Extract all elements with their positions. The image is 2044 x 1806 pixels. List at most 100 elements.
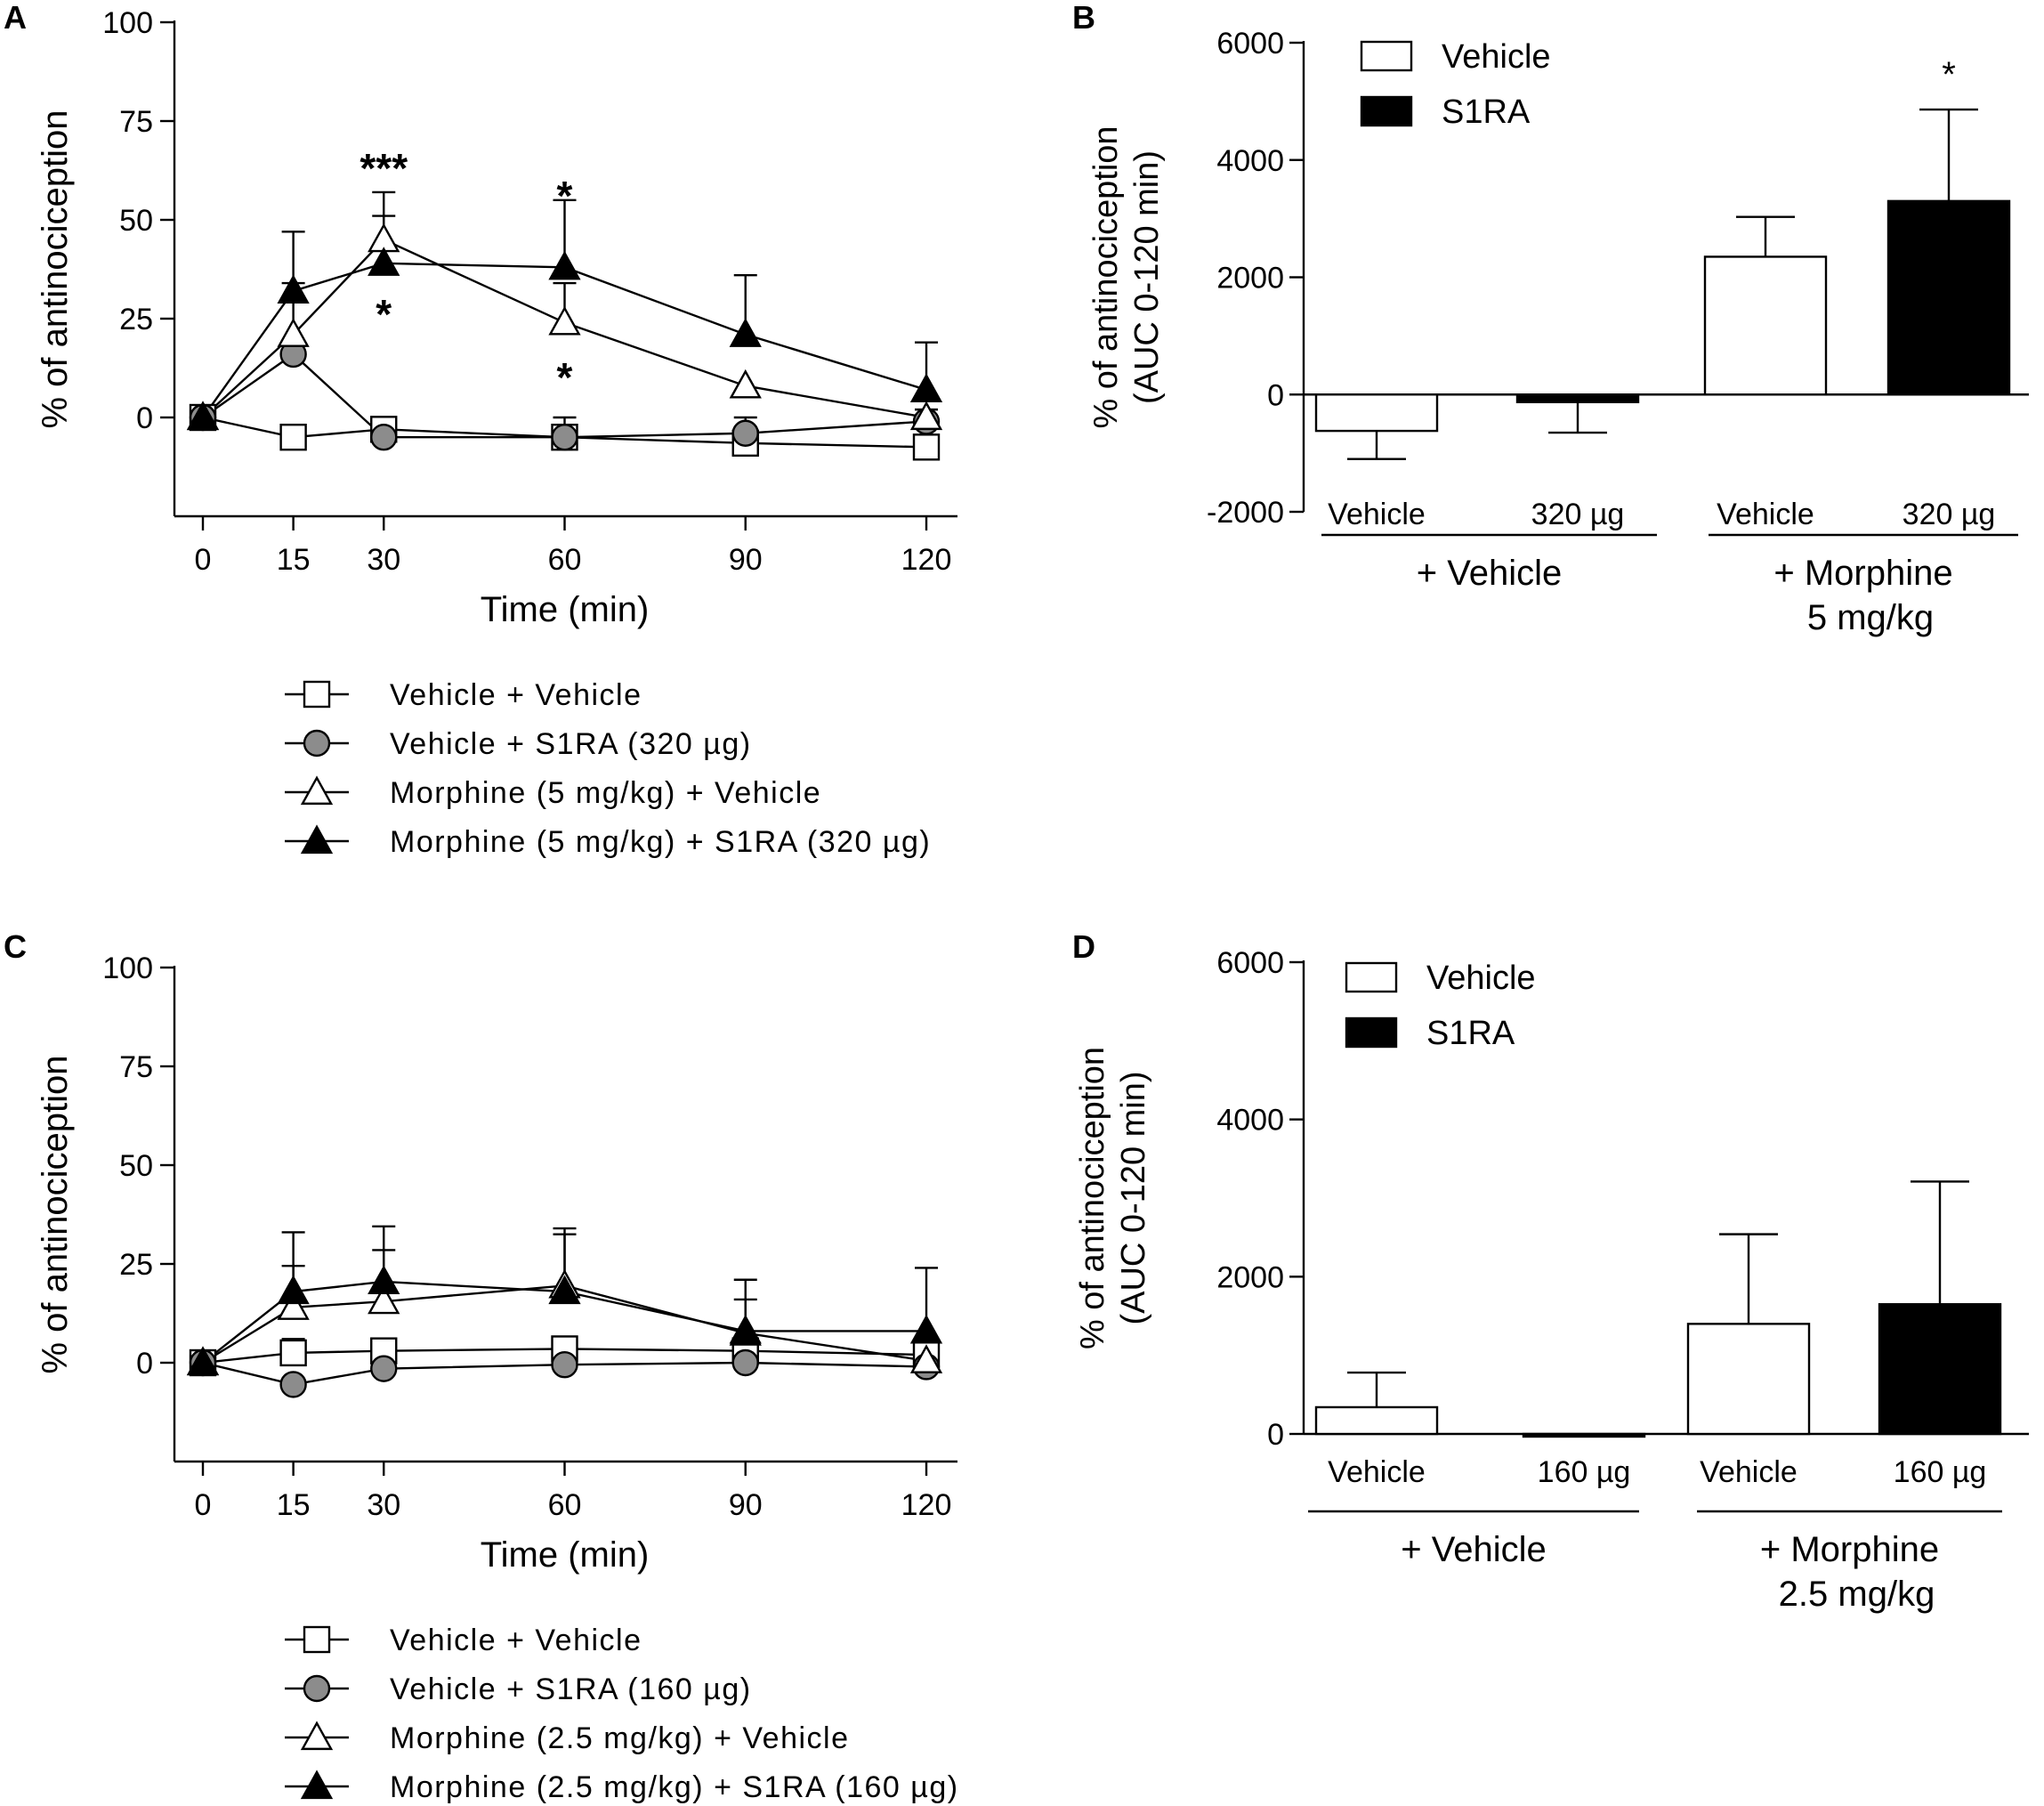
significance-mark: *** xyxy=(360,145,408,191)
x-tick-label: 30 xyxy=(367,1488,400,1522)
marker-circle xyxy=(551,424,578,451)
y-tick-label: 25 xyxy=(119,303,153,336)
x-tick-label: 30 xyxy=(367,543,400,577)
marker-circle xyxy=(551,1351,578,1379)
bar-label: Vehicle xyxy=(1717,498,1814,531)
legend-label: Morphine (2.5 mg/kg) + Vehicle xyxy=(390,1721,850,1755)
y-tick-label: 0 xyxy=(136,401,153,435)
x-tick-label: 90 xyxy=(729,1488,763,1522)
legend-swatch xyxy=(1345,961,1398,993)
marker-triangle-filled xyxy=(729,318,762,347)
marker-triangle-filled xyxy=(909,373,943,402)
y-tick-label: 0 xyxy=(1267,1418,1284,1452)
line-chart-panel-A: A 0 25 50 75 100 0 15 30 60 90 120 Time (min) % of an… xyxy=(4,0,957,859)
y-axis-title: % of antinociception xyxy=(1087,126,1125,428)
significance-mark: * xyxy=(557,173,573,219)
marker-circle xyxy=(303,729,331,757)
marker-triangle-open xyxy=(548,305,581,336)
marker-circle xyxy=(279,1371,307,1398)
legend: Vehicle S1RA xyxy=(1360,38,1551,131)
x-tick-label: 15 xyxy=(277,543,311,577)
series-line xyxy=(202,238,927,419)
marker-circle xyxy=(370,1355,398,1382)
marker-triangle-filled xyxy=(300,1770,334,1800)
group-label: + Vehicle xyxy=(1401,1530,1546,1569)
marker-triangle-open xyxy=(300,775,334,806)
significance-mark: * xyxy=(1942,55,1956,94)
marker-square xyxy=(912,433,941,461)
legend-label: Vehicle xyxy=(1442,38,1551,76)
x-tick-label: 15 xyxy=(277,1488,311,1522)
legend-label: Vehicle + Vehicle xyxy=(390,678,642,712)
marker-triangle-open xyxy=(909,401,943,431)
y-tick-label: 4000 xyxy=(1216,144,1284,178)
y-tick-label: -2000 xyxy=(1207,496,1284,530)
legend: Vehicle + Vehicle Vehicle + S1RA (160 µg)… xyxy=(285,1624,959,1804)
y-tick-label: 0 xyxy=(1267,378,1284,412)
legend-label: Vehicle + S1RA (320 µg) xyxy=(390,727,752,761)
bar xyxy=(1515,393,1640,404)
legend-swatch xyxy=(1345,1016,1398,1049)
group-label: + Morphine xyxy=(1760,1530,1939,1569)
y-tick-label: 50 xyxy=(119,1149,153,1183)
marker-triangle-open xyxy=(729,368,762,399)
x-tick-label: 0 xyxy=(195,543,212,577)
group-label: 5 mg/kg xyxy=(1807,598,1934,637)
marker-triangle-filled xyxy=(186,1346,220,1376)
x-axis-title: Time (min) xyxy=(481,1535,650,1575)
y-tick-label: 0 xyxy=(136,1347,153,1381)
y-axis-title: % of antinociception xyxy=(36,109,75,428)
legend-label: Morphine (5 mg/kg) + Vehicle xyxy=(390,776,821,810)
bar-chart-panel-B: B -2000 0 2000 4000 6000 % of antinociception(… xyxy=(1072,0,2029,637)
legend-label: Vehicle + Vehicle xyxy=(390,1624,642,1657)
bar-label: 320 µg xyxy=(1531,498,1625,531)
legend: Vehicle + Vehicle Vehicle + S1RA (320 µg)… xyxy=(285,678,930,859)
bar xyxy=(1878,1303,2002,1436)
marker-square xyxy=(279,1339,307,1367)
panel-label: D xyxy=(1072,928,1095,965)
bar-label: 320 µg xyxy=(1903,498,1996,531)
y-tick-label: 50 xyxy=(119,204,153,238)
y-tick-label: 4000 xyxy=(1216,1104,1284,1138)
marker-triangle-filled xyxy=(548,1275,581,1305)
legend-label: S1RA xyxy=(1426,1015,1515,1052)
bar xyxy=(1314,1405,1439,1436)
significance-mark: * xyxy=(376,291,392,337)
marker-triangle-filled xyxy=(186,401,220,431)
y-tick-label: 2000 xyxy=(1216,262,1284,296)
legend-label: S1RA xyxy=(1442,93,1531,131)
marker-triangle-open xyxy=(277,318,310,347)
y-tick-label: 6000 xyxy=(1216,27,1284,61)
legend-label: Vehicle + S1RA (160 µg) xyxy=(390,1672,752,1706)
legend-label: Morphine (2.5 mg/kg) + S1RA (160 µg) xyxy=(390,1770,959,1804)
marker-triangle-filled xyxy=(729,1314,762,1344)
series-line xyxy=(202,1284,927,1365)
marker-triangle-open xyxy=(277,1291,310,1320)
group-label: + Vehicle xyxy=(1417,554,1562,593)
y-tick-label: 2000 xyxy=(1216,1260,1284,1294)
series-line xyxy=(202,262,927,418)
y-axis-title: % of antinociception xyxy=(1074,1047,1111,1349)
marker-square xyxy=(303,680,331,709)
marker-triangle-filled xyxy=(368,1265,400,1295)
marker-triangle-open xyxy=(300,1721,334,1751)
bar-chart-panel-D: D 0 2000 4000 6000 % of antinociception (AUC 0… xyxy=(1072,928,2029,1614)
panel-label: A xyxy=(4,0,27,36)
y-axis-title: % of antinociception xyxy=(36,1055,75,1373)
marker-square xyxy=(279,424,307,451)
marker-triangle-filled xyxy=(368,247,400,276)
legend-label: Vehicle xyxy=(1426,960,1536,997)
y-axis-title-sub: (AUC 0-120 min) xyxy=(1115,1071,1152,1324)
y-tick-label: 25 xyxy=(119,1248,153,1282)
bar xyxy=(1886,199,2011,396)
series-line xyxy=(202,352,927,439)
bar-label: 160 µg xyxy=(1894,1455,1987,1489)
series-line xyxy=(202,416,927,449)
x-tick-label: 60 xyxy=(548,1488,582,1522)
group-label: + Morphine xyxy=(1773,554,1952,593)
y-tick-label: 75 xyxy=(119,105,153,139)
y-axis-title-sub: (AUC 0-120 min) xyxy=(1128,150,1166,404)
x-tick-label: 90 xyxy=(729,543,763,577)
marker-triangle-filled xyxy=(277,274,310,304)
legend-swatch xyxy=(1360,95,1413,127)
